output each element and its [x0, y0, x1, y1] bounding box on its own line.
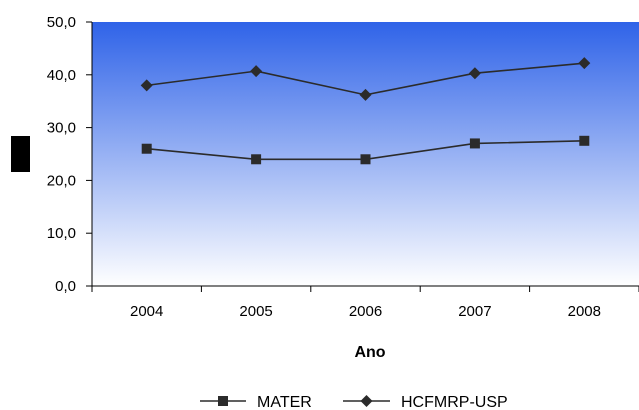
legend-item: HCFMRP-USP [343, 394, 508, 410]
data-point [578, 57, 591, 70]
data-point [359, 88, 372, 101]
x-tick-label: 2004 [130, 303, 163, 320]
y-tick-label: 10,0 [47, 225, 76, 242]
data-point [250, 65, 263, 78]
series-1 [141, 135, 590, 165]
x-tick-labels: 2004 2005 2006 2007 2008 [130, 303, 601, 320]
legend: MATER HCFMRP-USP [200, 394, 508, 410]
y-tick-label: 40,0 [47, 67, 76, 84]
x-tick-label: 2007 [458, 303, 491, 320]
series-2 [140, 57, 591, 101]
legend-marker [360, 395, 373, 407]
data-point [251, 154, 262, 165]
series-layer [140, 57, 591, 165]
y-tick-label: 30,0 [47, 120, 76, 137]
legend-marker [218, 396, 228, 406]
axes [86, 21, 639, 292]
data-point [469, 138, 480, 149]
legend-item: MATER [200, 394, 312, 410]
y-tick-label: 0,0 [55, 278, 76, 295]
x-axis-title: Ano [354, 344, 385, 361]
x-tick-label: 2006 [349, 303, 382, 320]
plot-area [92, 22, 639, 286]
data-point [579, 135, 590, 146]
data-point [140, 79, 153, 92]
data-point [468, 67, 481, 80]
x-tick-label: 2008 [568, 303, 601, 320]
legend-label: HCFMRP-USP [401, 394, 508, 410]
x-tick-label: 2005 [239, 303, 272, 320]
y-tick-labels: 0,0 10,0 20,0 30,0 40,0 50,0 [47, 14, 76, 295]
data-point [360, 154, 371, 165]
y-tick-label: 50,0 [47, 14, 76, 31]
legend-label: MATER [257, 394, 312, 410]
data-point [141, 143, 152, 154]
y-tick-label: 20,0 [47, 172, 76, 189]
y-axis-marker [11, 136, 30, 172]
